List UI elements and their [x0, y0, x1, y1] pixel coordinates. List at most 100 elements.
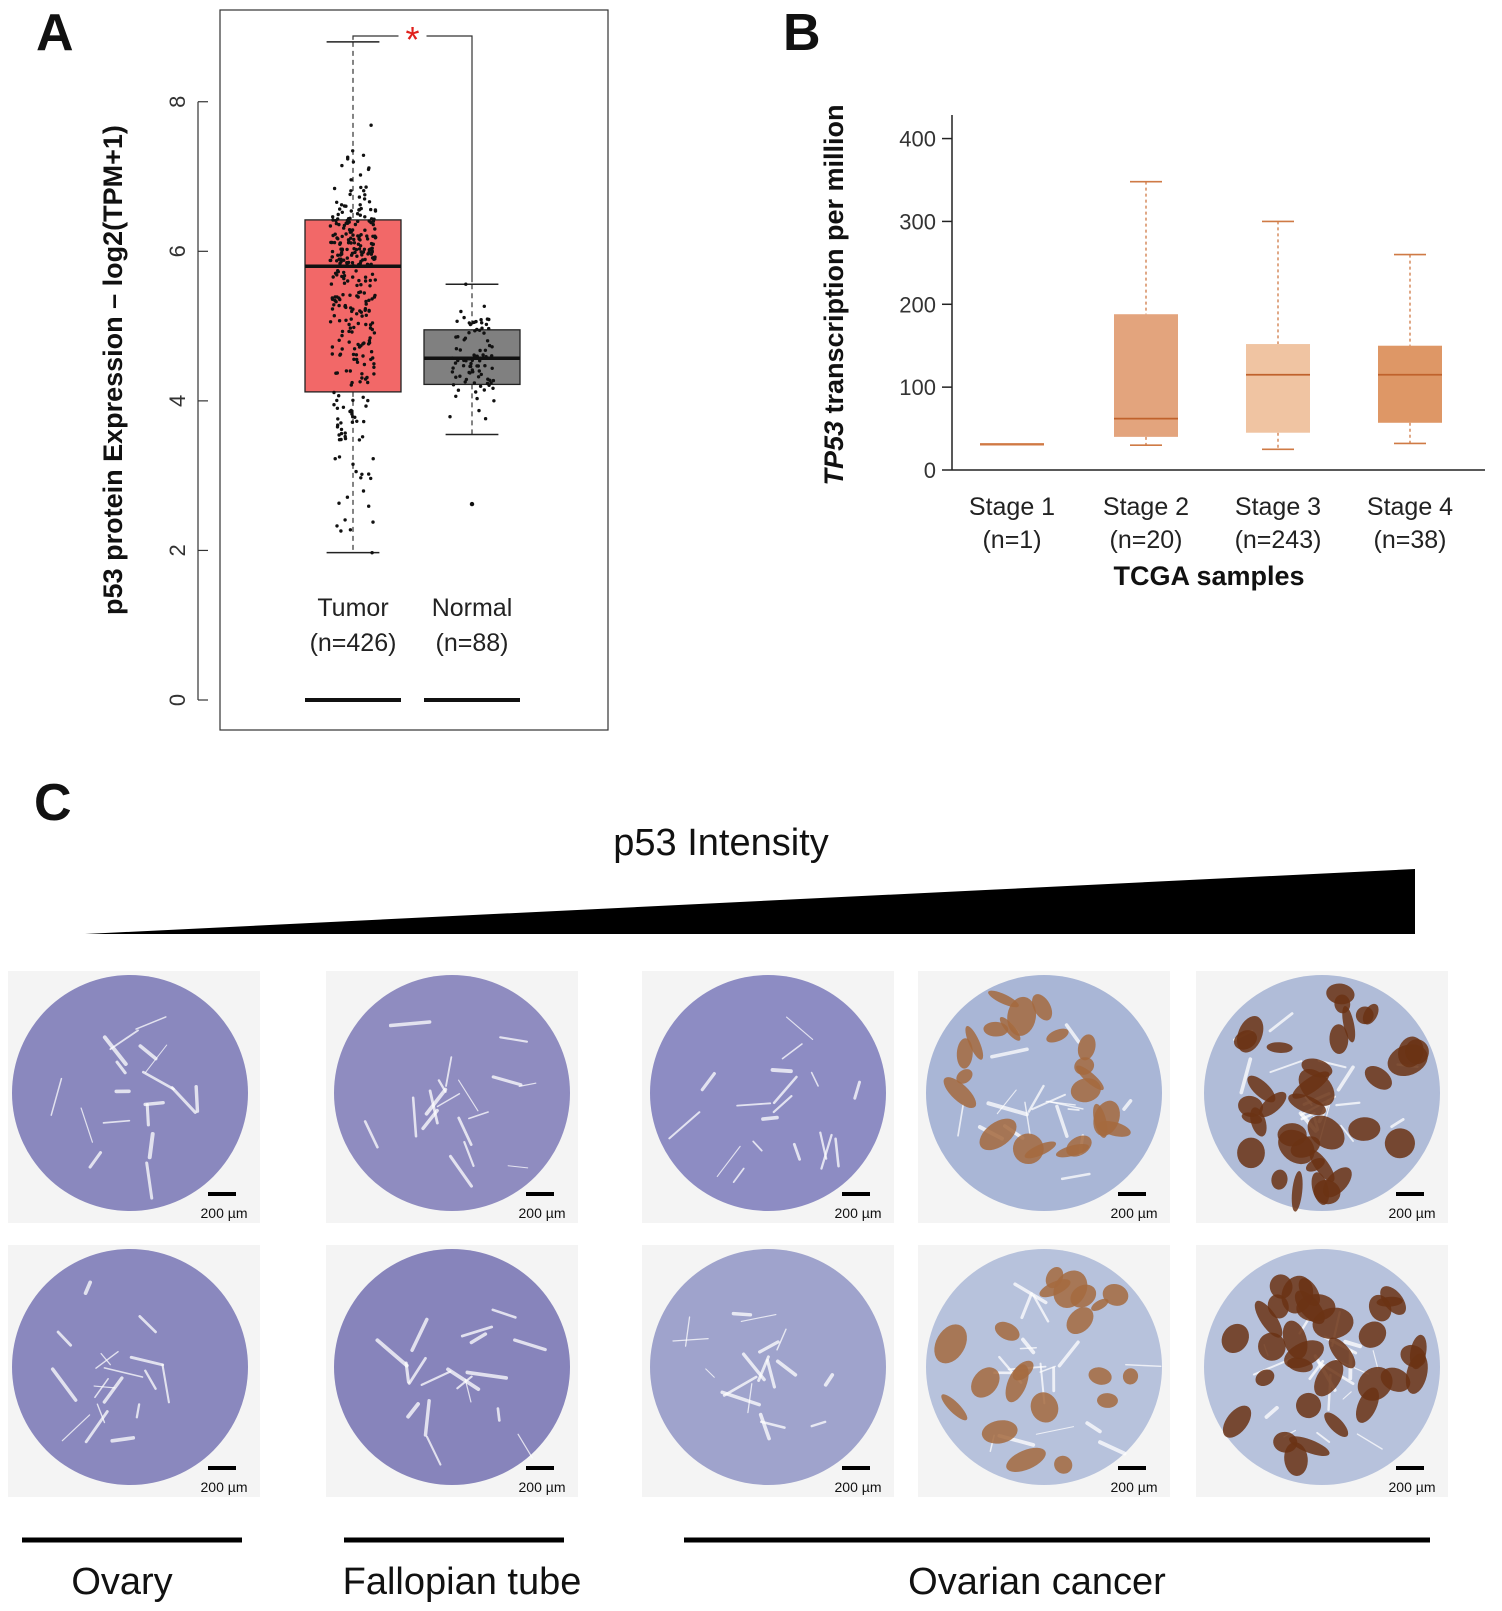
- ihc-lumen: [135, 1016, 167, 1030]
- data-point: [479, 318, 483, 322]
- data-point: [479, 372, 483, 377]
- data-point: [348, 216, 352, 220]
- ihc-positive-region: [1291, 1171, 1303, 1212]
- data-point: [362, 419, 366, 424]
- data-point: [348, 528, 353, 532]
- scale-bar-label: 200 µm: [1111, 1479, 1158, 1495]
- data-point: [353, 250, 357, 255]
- data-point: [373, 255, 377, 259]
- ihc-positive-region: [981, 1420, 1018, 1444]
- ihc-lumen: [144, 1044, 168, 1073]
- ihc-core-ovarian-cancer: 200 µm: [1196, 1245, 1448, 1497]
- data-point: [487, 326, 491, 331]
- ihc-positive-region: [1328, 1337, 1356, 1369]
- ihc-lumen: [1340, 1124, 1354, 1142]
- data-point: [483, 364, 487, 368]
- panel-a-category-label: Normal: [432, 594, 513, 622]
- data-point: [335, 371, 339, 375]
- ihc-lumen: [996, 1089, 1017, 1115]
- data-point: [339, 529, 343, 533]
- data-point: [361, 354, 365, 358]
- data-point: [487, 383, 491, 387]
- ihc-lumen: [363, 1120, 379, 1149]
- ihc-lumen: [375, 1338, 409, 1368]
- ihc-positive-region: [1221, 1323, 1249, 1354]
- data-point: [351, 264, 356, 268]
- data-point: [338, 353, 342, 357]
- panel-b-y-axis-title: TP53 transcription per million: [819, 104, 849, 485]
- ihc-positive-region: [1384, 1128, 1415, 1159]
- data-point: [343, 431, 347, 435]
- panel-b-boxplot: 0 100 200 300 400 TP53 transcription per mil…: [819, 104, 1485, 591]
- data-point: [490, 366, 494, 370]
- data-point: [451, 383, 456, 387]
- data-point: [357, 438, 362, 442]
- scale-bar-label: 200 µm: [835, 1205, 882, 1221]
- data-point: [355, 254, 359, 258]
- ihc-lumen: [100, 1352, 111, 1366]
- data-point: [483, 417, 488, 421]
- data-point: [360, 435, 365, 439]
- ihc-lumen: [1239, 1057, 1253, 1095]
- data-point: [341, 405, 346, 409]
- data-point: [361, 489, 366, 493]
- data-point: [371, 457, 375, 461]
- data-point: [373, 208, 378, 212]
- data-point: [478, 359, 482, 363]
- data-point: [358, 261, 362, 266]
- data-point: [340, 347, 344, 351]
- data-point: [335, 406, 340, 410]
- ihc-lumen: [446, 1367, 481, 1392]
- data-point: [364, 313, 368, 317]
- ihc-positive-region: [1032, 994, 1053, 1021]
- ihc-positive-region: [1309, 1149, 1335, 1183]
- ihc-positive-region: [1102, 1283, 1129, 1306]
- data-point: [343, 518, 347, 522]
- data-point: [369, 207, 373, 212]
- ihc-lumen: [1013, 1282, 1048, 1305]
- ihc-lumen: [103, 1367, 144, 1378]
- ihc-lumen: [1024, 1101, 1031, 1136]
- ihc-lumen: [716, 1145, 741, 1177]
- data-point: [360, 314, 364, 318]
- data-point: [481, 353, 485, 357]
- ihc-positive-region: [1358, 1321, 1387, 1348]
- ihc-lumen: [460, 1325, 494, 1338]
- ihc-lumen: [491, 1075, 523, 1087]
- data-point: [463, 380, 467, 384]
- data-point: [363, 193, 367, 197]
- data-point: [340, 274, 344, 279]
- ihc-lumen: [436, 1093, 461, 1108]
- data-point: [351, 462, 355, 466]
- data-point: [473, 329, 477, 333]
- data-point: [346, 238, 351, 242]
- data-point: [352, 357, 356, 361]
- data-point: [358, 380, 362, 384]
- data-point: [358, 238, 362, 242]
- ihc-lumen: [792, 1142, 802, 1161]
- data-point: [335, 200, 339, 204]
- data-point: [341, 293, 345, 297]
- data-point: [339, 250, 344, 255]
- scale-bar-label: 200 µm: [835, 1479, 882, 1495]
- data-point: [361, 342, 365, 346]
- data-point: [453, 361, 458, 365]
- ihc-lumen: [1098, 1440, 1127, 1456]
- ihc-positive-region: [1334, 994, 1351, 1014]
- ihc-core-tissue: [334, 1249, 570, 1485]
- data-point: [345, 221, 350, 225]
- data-point: [352, 237, 356, 242]
- data-point: [487, 317, 491, 322]
- data-point: [490, 354, 494, 358]
- data-point: [342, 226, 346, 230]
- ihc-lumen: [499, 1036, 529, 1043]
- data-point: [353, 222, 358, 227]
- data-point: [454, 335, 458, 339]
- data-point: [363, 275, 368, 279]
- ihc-lumen: [722, 1375, 758, 1397]
- data-point: [344, 318, 348, 322]
- data-point: [477, 328, 482, 332]
- data-point: [476, 375, 481, 379]
- ihc-lumen: [464, 1378, 472, 1403]
